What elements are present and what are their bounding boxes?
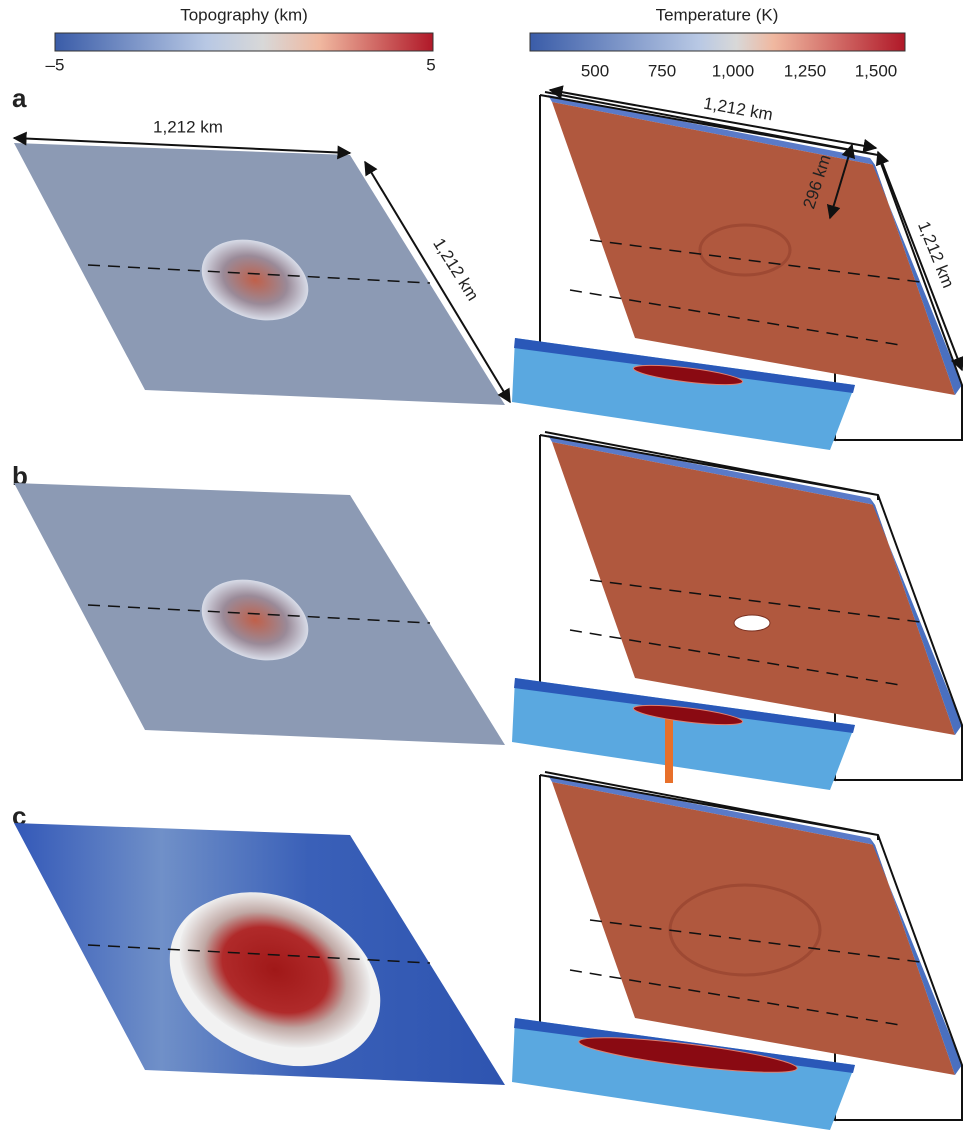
cross-section (512, 338, 855, 450)
box-front (539, 431, 963, 781)
dimension-label: 1,212 km (429, 235, 482, 304)
melt-body (578, 1037, 798, 1073)
lithosphere (514, 338, 855, 393)
section-line (569, 969, 901, 1026)
section-line (589, 919, 921, 963)
section-line (569, 629, 901, 686)
dome (201, 579, 309, 661)
panels: a bc (12, 83, 963, 1130)
dimension-annotations (12, 85, 963, 404)
colorbar-tick-label: –5 (46, 55, 65, 74)
section-line (589, 239, 921, 283)
temperature-slab (552, 782, 955, 1075)
colorbar-tick-label: 750 (648, 61, 676, 80)
section-line (569, 289, 901, 346)
section-line (87, 604, 431, 624)
dimension-arrow (875, 150, 963, 372)
section-line (589, 579, 921, 623)
colorbar-tick-label: 1,000 (712, 61, 755, 80)
plateau (179, 892, 371, 1048)
section-line (87, 944, 431, 964)
temperature-slab-top (548, 435, 875, 505)
colorbar-tick-label: 500 (581, 61, 609, 80)
cross-section (512, 678, 855, 790)
colorbar-tick-label: 1,500 (855, 61, 898, 80)
conduit (665, 708, 673, 783)
lithosphere (514, 678, 855, 733)
panel: b (12, 431, 963, 790)
temperature-slab-side (870, 838, 962, 1075)
topography-colorbar (54, 32, 434, 52)
temperature-slab (552, 442, 955, 735)
colorbars: Topography (km) –5 5 Temperature (K) 500… (46, 5, 906, 80)
temperature-slab-side (870, 498, 962, 735)
dimension-arrow (12, 131, 352, 160)
dome (201, 239, 309, 321)
melt-body (632, 704, 744, 726)
dimension-label: 1,212 km (153, 117, 223, 136)
anomaly (698, 223, 792, 277)
colorbar-tick-label: 1,250 (784, 61, 827, 80)
temperature-colorbar (529, 32, 906, 52)
panel-label: a (12, 83, 27, 113)
anomaly (733, 614, 771, 632)
colorbar-title: Topography (km) (180, 5, 308, 24)
dimension-arrow (548, 85, 878, 153)
dimension-arrow (364, 160, 511, 404)
dimension-arrow (826, 143, 856, 220)
temperature-slab-top (548, 775, 875, 845)
panel: c (12, 771, 963, 1130)
temperature-slab (552, 102, 955, 395)
dimension-label: 1,212 km (914, 219, 958, 291)
box-front (539, 771, 963, 1121)
colorbar-tick-label: 5 (426, 55, 435, 74)
melt-body (632, 364, 744, 386)
colorbar-title: Temperature (K) (656, 5, 779, 24)
